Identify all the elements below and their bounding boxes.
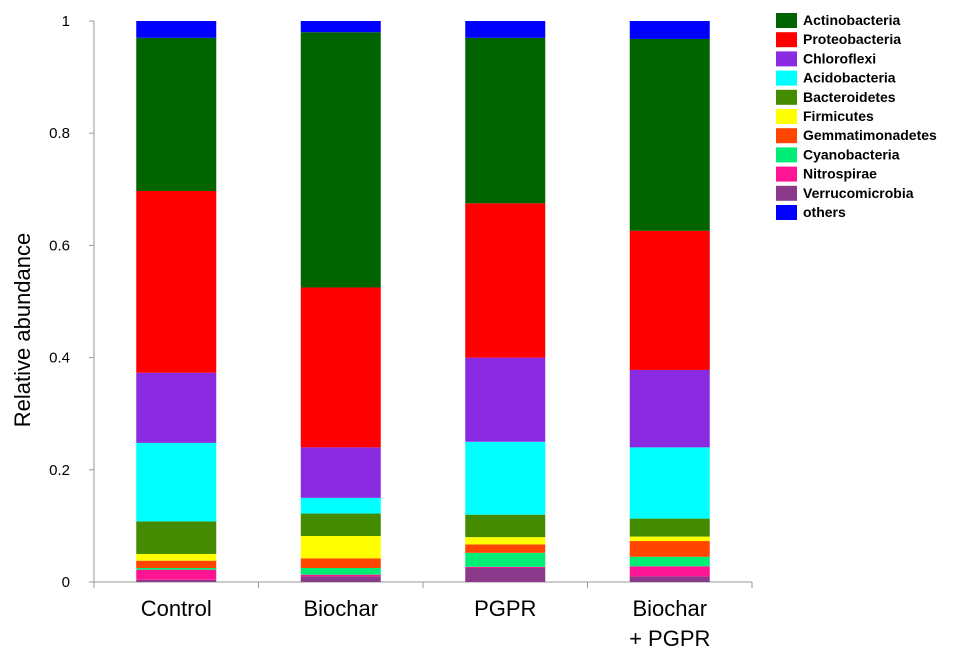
y-tick-label: 0.6 — [49, 237, 70, 254]
legend-swatch — [776, 205, 797, 220]
y-tick-label: 0.2 — [49, 462, 70, 479]
bar-segment-chloroflexi — [136, 372, 217, 443]
bars — [136, 21, 710, 582]
bar-segment-proteobacteria — [136, 190, 217, 373]
y-tick-label: 0.4 — [49, 350, 70, 367]
legend-label: Acidobacteria — [803, 70, 896, 86]
bar-segment-actinobacteria — [629, 38, 710, 231]
bar-segment-cyanobacteria — [300, 567, 381, 575]
legend-label: Nitrospirae — [803, 166, 877, 182]
bar-segment-actinobacteria — [465, 37, 546, 204]
x-category-label: Biochar — [303, 596, 378, 621]
y-tick-label: 0.8 — [49, 125, 70, 142]
y-tick-label: 1 — [62, 13, 70, 30]
bar-segment-gemmatimonadetes — [465, 544, 546, 553]
bar-segment-others — [136, 21, 217, 38]
legend-label: Chloroflexi — [803, 50, 876, 66]
bar-segment-firmicutes — [300, 535, 381, 559]
x-category-label: Biochar — [632, 596, 707, 621]
legend-label: Actinobacteria — [803, 12, 900, 28]
bar-segment-actinobacteria — [136, 37, 217, 191]
bar-segment-firmicutes — [629, 536, 710, 542]
legend-swatch — [776, 166, 797, 182]
bar-segment-verrucomicrobia — [300, 576, 381, 582]
legend-swatch — [776, 89, 797, 105]
y-tick-label: 0 — [62, 574, 70, 591]
bar-segment-gemmatimonadetes — [300, 558, 381, 568]
bar-segment-proteobacteria — [300, 287, 381, 448]
bar-segment-cyanobacteria — [629, 556, 710, 567]
bar-segment-bacteroidetes — [465, 514, 546, 538]
legend-label: Bacteroidetes — [803, 89, 896, 105]
bar-segment-verrucomicrobia — [136, 579, 217, 582]
bar-segment-firmicutes — [465, 537, 546, 545]
legend-swatch — [776, 70, 797, 86]
bar-segment-proteobacteria — [465, 203, 546, 358]
bar-segment-acidobacteria — [300, 497, 381, 514]
y-ticks: 0 0.2 0.4 0.6 0.8 1 — [49, 13, 94, 591]
legend-swatch — [776, 51, 797, 67]
bar-segment-acidobacteria — [465, 441, 546, 515]
y-axis-title: Relative abundance — [10, 233, 35, 427]
bar-segment-others — [300, 21, 381, 33]
bar-segment-others — [629, 21, 710, 39]
legend-swatch — [776, 13, 797, 28]
bar-segment-chloroflexi — [629, 369, 710, 448]
bar-segment-acidobacteria — [629, 447, 710, 519]
bar-segment-chloroflexi — [465, 357, 546, 442]
x-category-label: Control — [141, 596, 212, 621]
bar-segment-acidobacteria — [136, 442, 217, 522]
bar-segment-bacteroidetes — [300, 513, 381, 536]
legend-swatch — [776, 147, 797, 163]
legend-label: Firmicutes — [803, 108, 874, 124]
legend-label: Verrucomicrobia — [803, 185, 914, 201]
legend-label: Gemmatimonadetes — [803, 127, 937, 143]
bar-segment-actinobacteria — [300, 32, 381, 288]
legend-label: Cyanobacteria — [803, 146, 900, 162]
legend-label: Proteobacteria — [803, 31, 901, 47]
bar-segment-nitrospirae — [465, 566, 546, 568]
legend: Actinobacteria Proteobacteria Chloroflexi A… — [776, 12, 937, 220]
legend-label: others — [803, 204, 846, 220]
legend-swatch — [776, 128, 797, 144]
bar-segment-firmicutes — [136, 553, 217, 561]
bar-segment-cyanobacteria — [136, 567, 217, 570]
legend-swatch — [776, 109, 797, 124]
bar-segment-cyanobacteria — [465, 552, 546, 567]
bar-segment-gemmatimonadetes — [136, 560, 217, 568]
x-category-label: PGPR — [474, 596, 536, 621]
bar-segment-nitrospirae — [629, 566, 710, 577]
category-labels: Control Biochar PGPR Biochar + PGPR — [141, 596, 711, 648]
legend-swatch — [776, 32, 797, 48]
x-category-label: + PGPR — [629, 626, 710, 648]
bar-segment-bacteroidetes — [136, 521, 217, 554]
bar-segment-verrucomicrobia — [629, 576, 710, 582]
bar-segment-others — [465, 21, 546, 38]
bar-segment-chloroflexi — [300, 447, 381, 498]
x-ticks — [93, 582, 753, 588]
bar-segment-gemmatimonadetes — [629, 541, 710, 557]
bar-segment-verrucomicrobia — [465, 567, 546, 582]
bar-segment-nitrospirae — [136, 569, 217, 580]
legend-swatch — [776, 185, 797, 201]
bar-segment-bacteroidetes — [629, 518, 710, 537]
bar-segment-proteobacteria — [629, 230, 710, 370]
bar-segment-nitrospirae — [300, 574, 381, 577]
